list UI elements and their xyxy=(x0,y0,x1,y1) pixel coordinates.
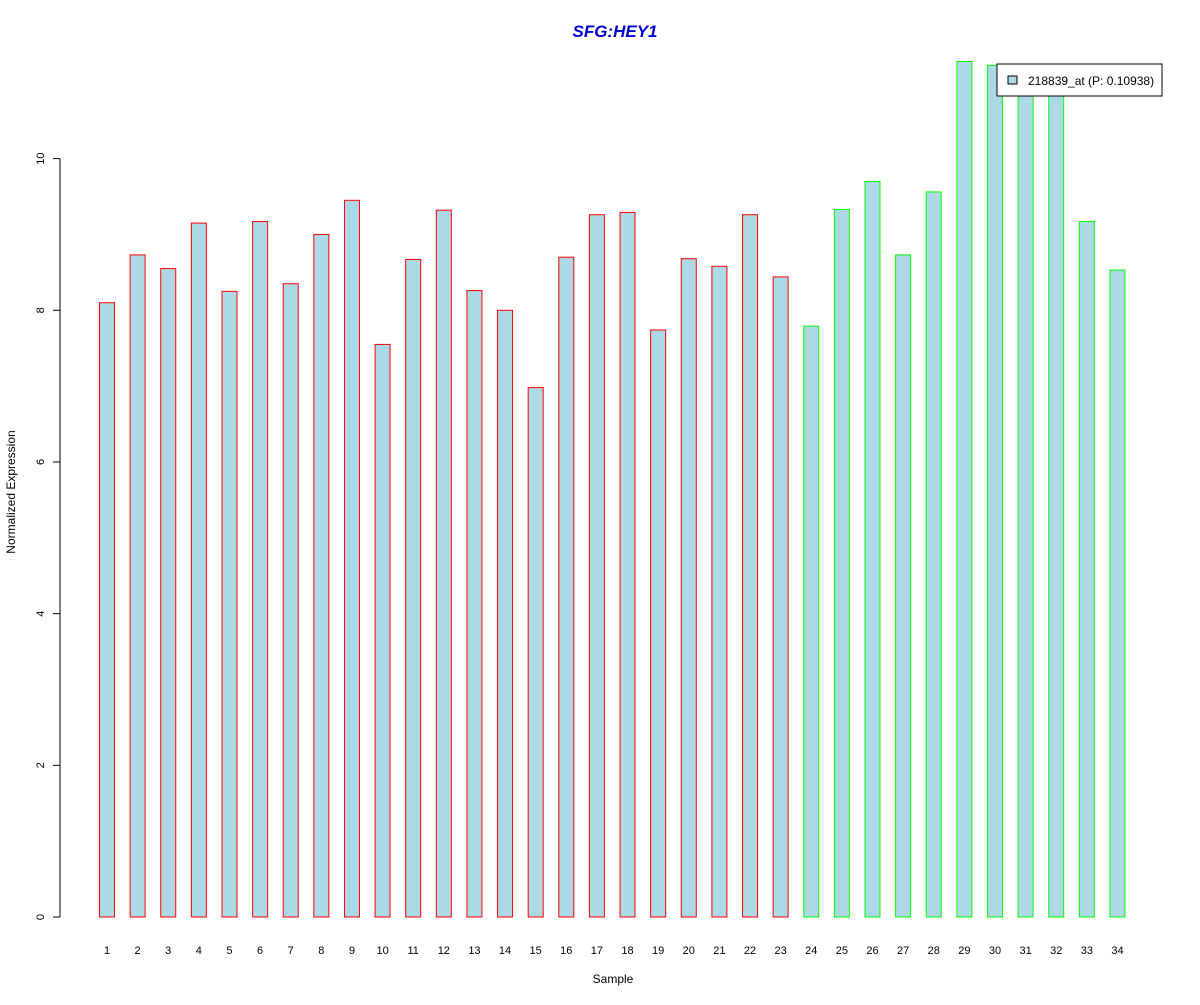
bar-sample-25 xyxy=(833,208,850,918)
bar-sample-20 xyxy=(680,258,697,918)
x-tick-label-33: 33 xyxy=(1081,945,1093,957)
bar-sample-26 xyxy=(864,180,881,918)
y-tick-label-2: 2 xyxy=(35,762,47,768)
bar-sample-1 xyxy=(99,302,115,918)
y-tick-label-10: 10 xyxy=(35,152,47,164)
bar-sample-11 xyxy=(405,258,422,918)
bar-sample-14 xyxy=(497,309,514,918)
bar-sample-9 xyxy=(343,199,360,918)
y-tick-label-8: 8 xyxy=(35,307,47,313)
bar-sample-27 xyxy=(895,254,912,918)
bar-sample-33 xyxy=(1078,221,1095,918)
bar-sample-5 xyxy=(221,290,238,918)
x-tick-label-23: 23 xyxy=(775,945,787,957)
bar-sample-12 xyxy=(435,209,452,918)
legend-swatch xyxy=(1007,75,1018,85)
x-tick-label-17: 17 xyxy=(591,945,603,957)
bar-sample-22 xyxy=(742,214,759,918)
bar-sample-18 xyxy=(619,211,636,918)
bar-sample-31 xyxy=(1017,84,1034,918)
x-tick-label-26: 26 xyxy=(866,945,878,957)
x-tick-label-29: 29 xyxy=(958,945,970,957)
x-tick-label-3: 3 xyxy=(165,945,171,957)
y-axis: 0 2 4 6 8 10 xyxy=(35,152,61,920)
chart-title: SFG:HEY1 xyxy=(572,22,657,41)
bar-sample-3 xyxy=(160,268,177,918)
x-tick-label-32: 32 xyxy=(1050,945,1062,957)
bar-sample-21 xyxy=(711,265,728,918)
x-tick-label-31: 31 xyxy=(1019,945,1031,957)
x-tick-label-28: 28 xyxy=(928,945,940,957)
y-axis-label: Normalized Expression xyxy=(4,430,18,553)
y-tick-label-6: 6 xyxy=(35,459,47,465)
bar-sample-30 xyxy=(986,64,1003,918)
x-tick-label-16: 16 xyxy=(560,945,572,957)
x-tick-label-1: 1 xyxy=(104,945,110,957)
x-tick-label-4: 4 xyxy=(196,945,202,957)
x-tick-label-15: 15 xyxy=(530,945,542,957)
x-tick-label-12: 12 xyxy=(438,945,450,957)
x-tick-label-27: 27 xyxy=(897,945,909,957)
x-tick-label-10: 10 xyxy=(376,945,388,957)
x-axis-label: Sample xyxy=(593,972,634,986)
bar-sample-19 xyxy=(650,329,667,918)
bar-sample-13 xyxy=(466,290,483,918)
bar-sample-2 xyxy=(129,254,146,918)
x-tick-label-18: 18 xyxy=(621,945,633,957)
x-tick-label-19: 19 xyxy=(652,945,664,957)
bars-group xyxy=(99,61,1126,918)
x-tick-label-22: 22 xyxy=(744,945,756,957)
x-tick-label-14: 14 xyxy=(499,945,511,957)
x-tick-labels: 1 2 3 4 5 6 7 8 9 10 11 12 13 14 15 16 17 18 19 20 21 22 23 24 2… xyxy=(104,945,1124,957)
x-tick-label-11: 11 xyxy=(407,945,418,957)
x-tick-label-8: 8 xyxy=(318,945,324,957)
x-tick-label-2: 2 xyxy=(135,945,141,957)
bar-sample-16 xyxy=(558,256,575,918)
x-tick-label-13: 13 xyxy=(468,945,480,957)
x-tick-label-21: 21 xyxy=(713,945,725,957)
bar-sample-17 xyxy=(588,214,605,918)
x-tick-label-25: 25 xyxy=(836,945,848,957)
legend-box xyxy=(996,63,1163,97)
y-tick-label-4: 4 xyxy=(35,611,47,617)
legend-label: 218839_at (P: 0.10938) xyxy=(1028,74,1154,88)
bar-sample-28 xyxy=(925,191,942,918)
bar-sample-8 xyxy=(313,233,330,918)
x-tick-label-30: 30 xyxy=(989,945,1001,957)
bar-sample-15 xyxy=(527,387,544,918)
bar-sample-4 xyxy=(190,222,207,918)
x-tick-label-5: 5 xyxy=(226,945,232,957)
x-tick-label-24: 24 xyxy=(805,945,817,957)
bar-sample-7 xyxy=(282,283,299,918)
bar-sample-23 xyxy=(772,276,789,918)
bar-sample-10 xyxy=(374,343,391,918)
x-tick-label-20: 20 xyxy=(683,945,695,957)
bar-sample-6 xyxy=(252,221,269,918)
x-tick-label-9: 9 xyxy=(349,945,355,957)
bar-sample-34 xyxy=(1109,269,1126,918)
x-tick-label-34: 34 xyxy=(1111,945,1123,957)
x-tick-label-6: 6 xyxy=(257,945,263,957)
y-tick-label-0: 0 xyxy=(35,914,47,920)
x-tick-label-7: 7 xyxy=(288,945,294,957)
bar-sample-29 xyxy=(956,61,973,918)
bar-sample-32 xyxy=(1048,88,1065,918)
bar-sample-24 xyxy=(803,325,820,918)
legend: 218839_at (P: 0.10938) xyxy=(996,63,1163,97)
